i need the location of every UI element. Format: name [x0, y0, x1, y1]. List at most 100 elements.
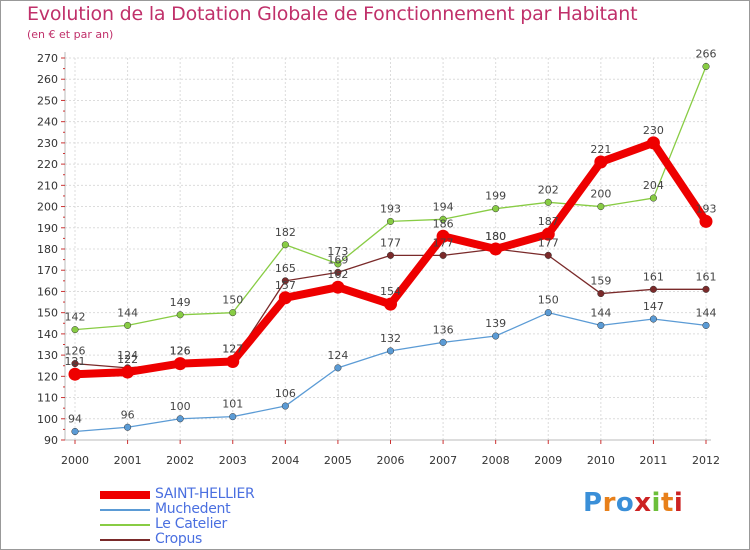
- data-label-cropus: 127: [222, 342, 243, 355]
- data-point-muchedent: [597, 321, 605, 329]
- x-tick-label: 2002: [166, 454, 194, 467]
- y-axis-ticks: 90 100 110 120 130 140 150 160 170 180 190 200 210 22…: [37, 52, 65, 447]
- x-tick-label: 2009: [534, 454, 562, 467]
- data-point-saint-hellier: [699, 214, 713, 228]
- data-label-le-catelier: 173: [327, 245, 348, 258]
- y-tick-label: 160: [37, 285, 58, 298]
- data-label-le-catelier: 193: [380, 202, 401, 215]
- data-label-muchedent: 144: [696, 306, 717, 319]
- x-tick-label: 2012: [692, 454, 720, 467]
- data-label-le-catelier: 199: [485, 190, 506, 203]
- data-point-muchedent: [544, 309, 552, 317]
- data-label-muchedent: 144: [590, 306, 611, 319]
- legend-swatch: [100, 490, 150, 499]
- logo-letter: r: [602, 488, 616, 518]
- data-point-muchedent: [439, 338, 447, 346]
- data-point-le-catelier: [649, 194, 657, 202]
- data-label-cropus: 177: [433, 236, 454, 249]
- data-label-cropus: 177: [538, 236, 559, 249]
- data-point-cropus: [386, 251, 395, 259]
- legend-label: Le Catelier: [155, 516, 227, 532]
- data-point-le-catelier: [386, 217, 395, 225]
- data-point-muchedent: [649, 315, 657, 323]
- data-label-saint-hellier: 154: [380, 285, 401, 298]
- chart-subtitle: (en € et par an): [27, 28, 114, 41]
- axes: [64, 52, 711, 441]
- data-label-cropus: 159: [590, 275, 611, 288]
- data-label-saint-hellier: 193: [696, 202, 717, 215]
- y-tick-label: 220: [37, 158, 58, 171]
- logo-letter: i: [651, 488, 661, 518]
- x-tick-label: 2006: [377, 454, 405, 467]
- x-tick-label: 2005: [324, 454, 352, 467]
- data-point-cropus: [702, 285, 710, 293]
- data-label-saint-hellier: 162: [327, 268, 348, 281]
- data-label-le-catelier: 144: [117, 306, 138, 319]
- data-label-muchedent: 101: [222, 398, 243, 411]
- x-axis-ticks: 2000 2001 2002 2003 2004 2005 2006 2007 2008 2009…: [61, 440, 720, 467]
- data-point-cropus: [71, 360, 79, 368]
- data-label-cropus: 180: [485, 230, 506, 243]
- data-label-le-catelier: 266: [696, 47, 717, 60]
- y-tick-label: 230: [37, 137, 58, 150]
- data-point-le-catelier: [492, 205, 500, 213]
- data-label-saint-hellier: 186: [433, 217, 454, 230]
- data-point-muchedent: [386, 347, 395, 355]
- y-tick-label: 250: [37, 94, 58, 107]
- y-tick-label: 130: [37, 349, 58, 362]
- data-label-saint-hellier: 221: [590, 143, 611, 156]
- data-point-le-catelier: [124, 321, 132, 329]
- data-label-muchedent: 139: [485, 317, 506, 330]
- legend-item-saint-hellier: SAINT-HELLIER: [100, 487, 255, 502]
- y-tick-label: 90: [44, 434, 58, 447]
- data-label-cropus: 126: [65, 345, 86, 358]
- data-label-saint-hellier: 122: [117, 353, 138, 366]
- data-point-saint-hellier: [278, 291, 292, 305]
- data-point-le-catelier: [439, 215, 447, 223]
- data-point-le-catelier: [71, 326, 79, 334]
- data-point-muchedent: [334, 364, 342, 372]
- legend-item-cropus: Cropus: [100, 532, 254, 547]
- data-point-cropus: [281, 277, 289, 285]
- data-point-muchedent: [229, 413, 237, 421]
- x-tick-label: 2004: [271, 454, 299, 467]
- data-point-muchedent: [176, 415, 184, 423]
- logo-letter: i: [673, 488, 684, 518]
- series-group: [68, 62, 713, 436]
- data-label-le-catelier: 142: [65, 311, 86, 324]
- logo-letter: P: [583, 488, 603, 518]
- legend-label: Cropus: [155, 531, 203, 547]
- data-label-muchedent: 147: [643, 300, 664, 313]
- data-point-cropus: [334, 268, 342, 276]
- data-point-saint-hellier: [226, 354, 240, 368]
- x-tick-label: 2007: [429, 454, 457, 467]
- legend-item-muchedent: Muchedent: [100, 502, 254, 517]
- grid: [65, 57, 707, 441]
- x-tick-label: 2011: [639, 454, 667, 467]
- chart-title: Evolution de la Dotation Globale de Fonc…: [27, 3, 638, 25]
- y-tick-label: 190: [37, 222, 58, 235]
- data-point-saint-hellier: [594, 155, 608, 169]
- y-tick-label: 150: [37, 307, 58, 320]
- data-label-saint-hellier: 157: [275, 279, 296, 292]
- data-point-le-catelier: [597, 203, 605, 211]
- data-label-saint-hellier: 126: [170, 345, 191, 358]
- y-tick-label: 200: [37, 201, 58, 214]
- data-label-le-catelier: 204: [643, 179, 664, 192]
- data-point-saint-hellier: [121, 365, 135, 379]
- proxiti-logo: Proxiti: [583, 488, 683, 518]
- data-label-saint-hellier: 230: [643, 124, 664, 137]
- y-tick-label: 260: [37, 73, 58, 86]
- data-point-saint-hellier: [541, 227, 555, 241]
- data-point-cropus: [439, 251, 447, 259]
- data-label-muchedent: 124: [327, 349, 348, 362]
- data-point-le-catelier: [281, 241, 289, 249]
- data-label-muchedent: 96: [121, 408, 135, 421]
- data-label-cropus: 161: [643, 270, 664, 283]
- x-tick-label: 2003: [219, 454, 247, 467]
- data-label-cropus: 169: [327, 253, 348, 266]
- data-point-muchedent: [492, 332, 500, 340]
- data-label-le-catelier: 149: [170, 296, 191, 309]
